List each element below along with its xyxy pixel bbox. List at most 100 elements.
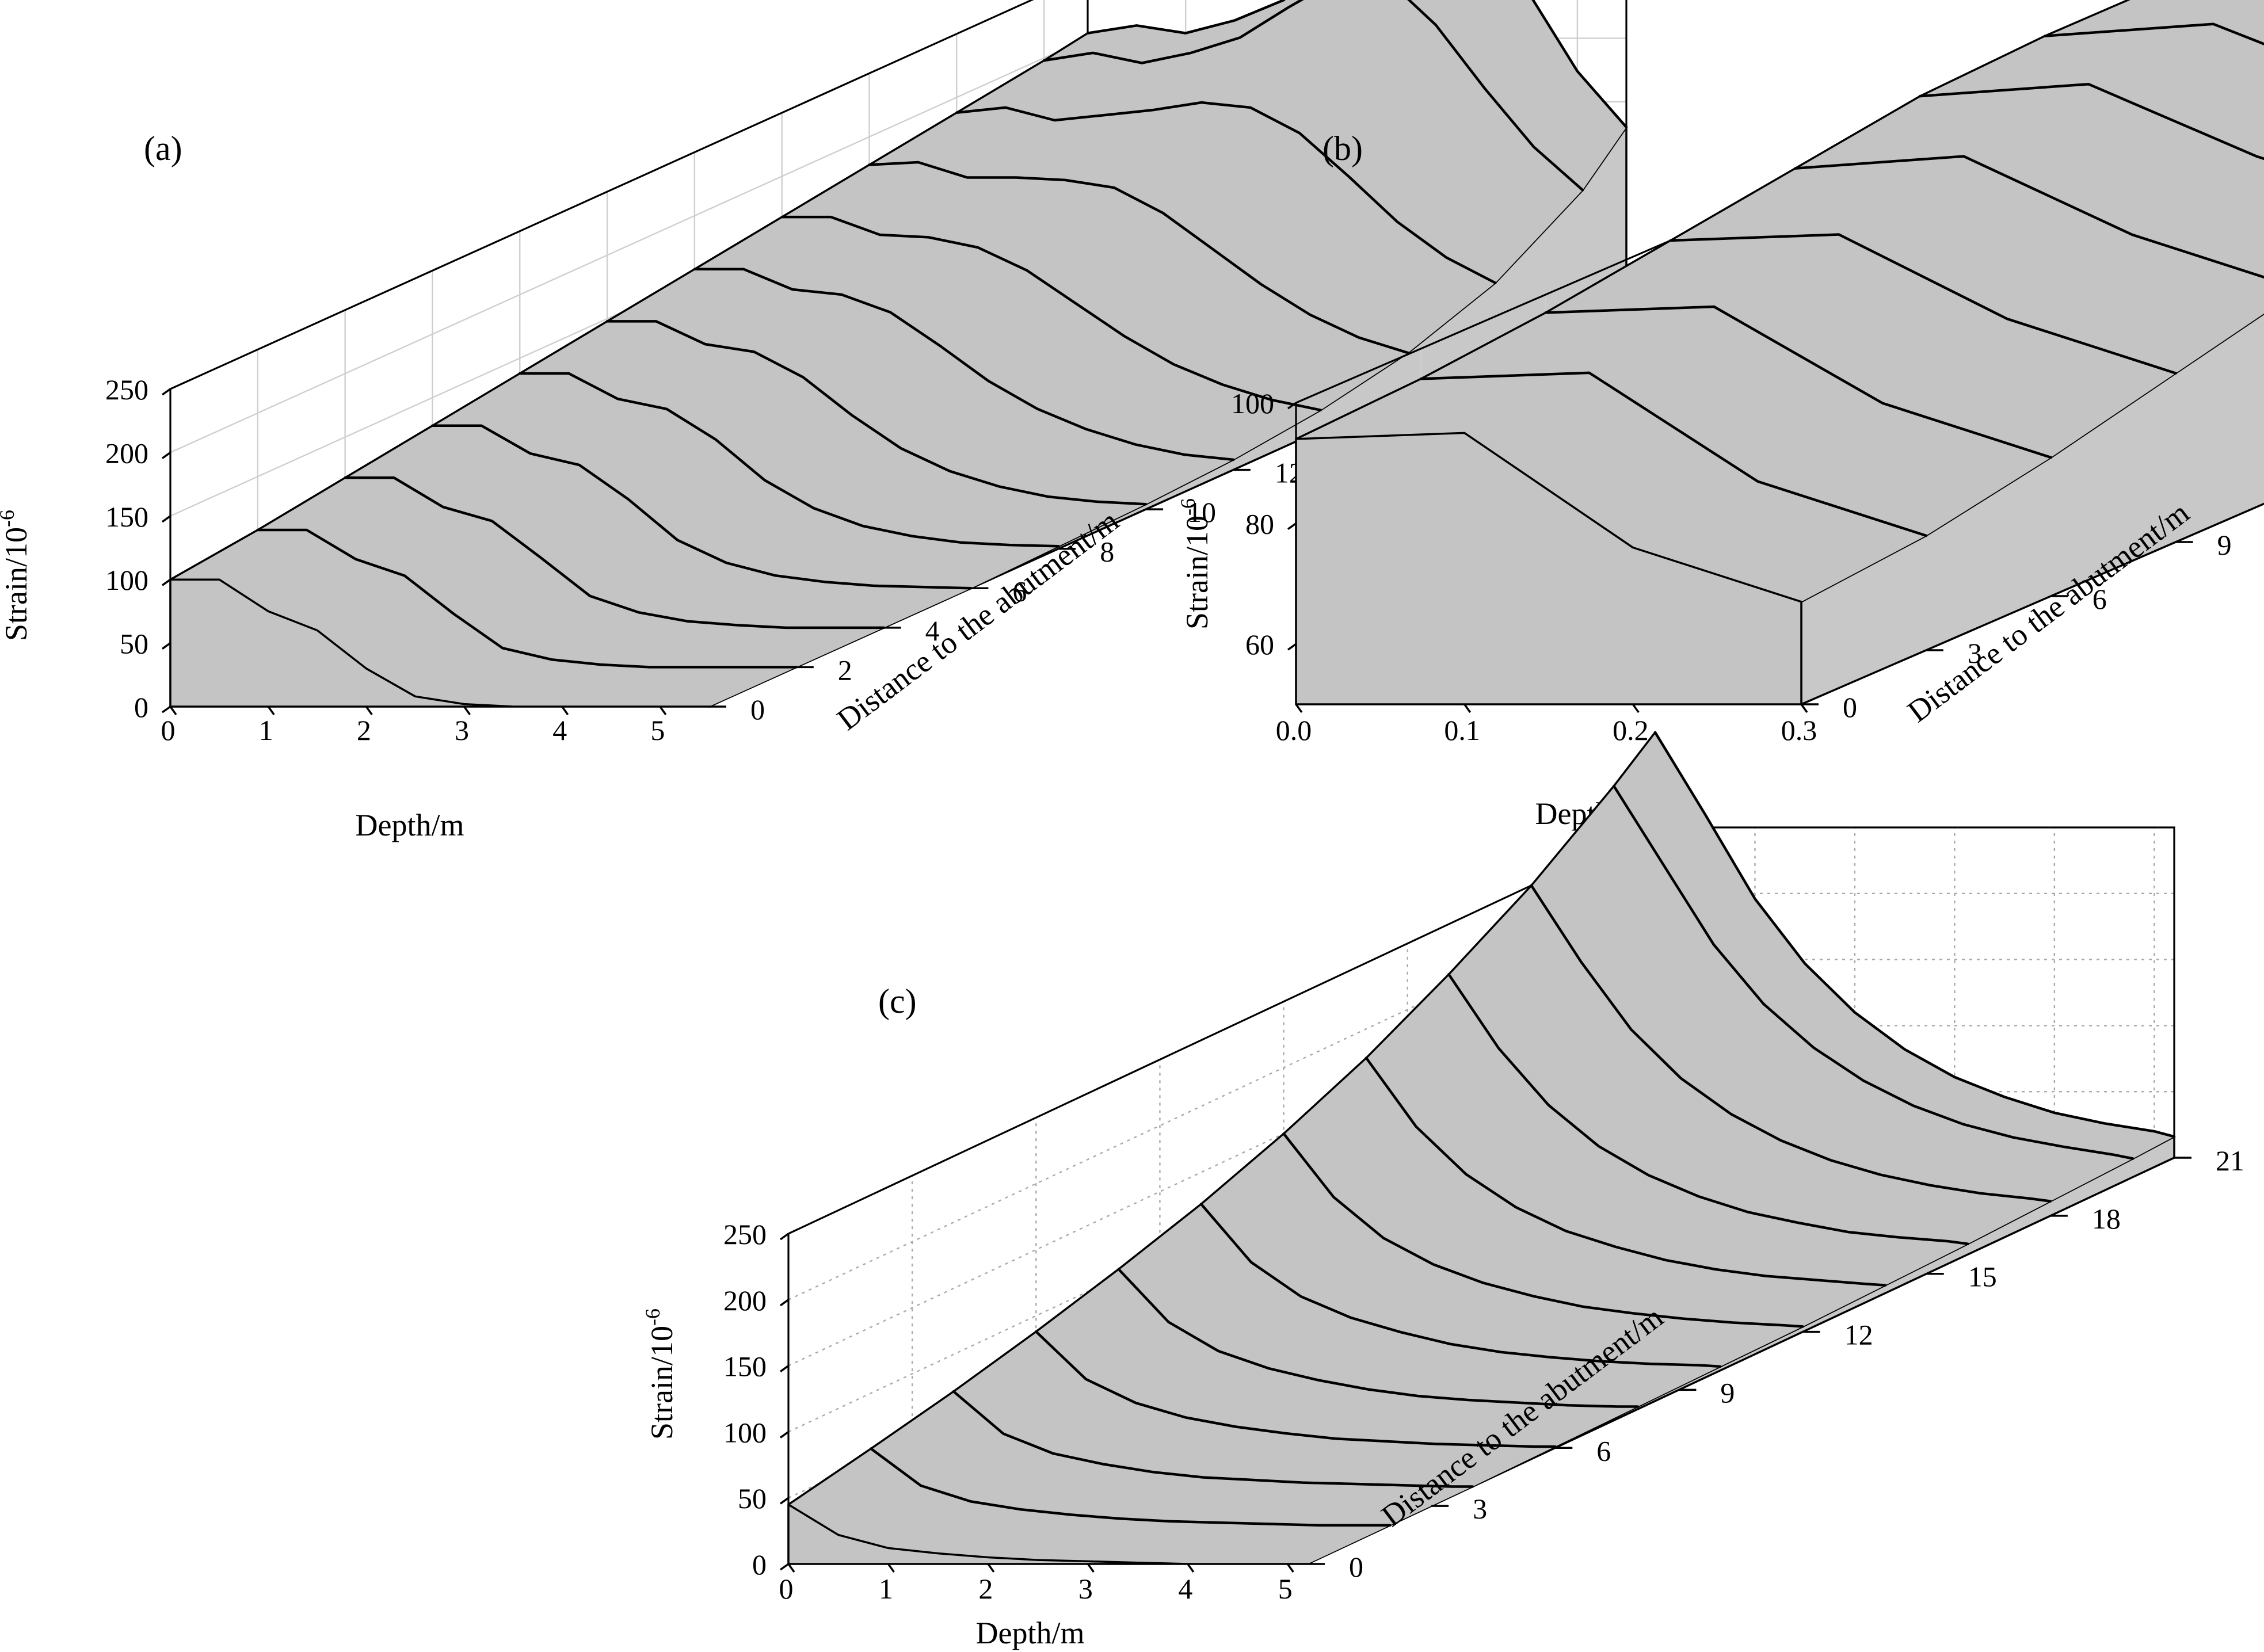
panel-c-z-tick-0	[779, 1563, 790, 1571]
panel-a-x-tick-4	[561, 705, 569, 716]
panel-c-x-tick-5	[1286, 1563, 1294, 1573]
panel-b-surface-strip-1	[1420, 307, 2051, 536]
panel-b-label: (b)	[1322, 129, 1363, 167]
panel-c-x-tick-1	[887, 1563, 895, 1573]
panel-b-y-tick-label-2: 6	[2093, 583, 2107, 615]
panel-a-x-tick-label-1: 1	[259, 714, 273, 746]
panel-a-profile-line-11	[1086, 0, 1628, 129]
panel-a-surface-strip-2	[345, 425, 971, 628]
panel-c-z-tick-label-4: 200	[723, 1284, 767, 1317]
panel-b-profile-line-4	[1794, 155, 2264, 279]
panel-c-x-tick-label-5: 5	[1278, 1573, 1293, 1605]
panel-c-left-surface-edge	[788, 731, 1656, 1506]
panel-a-surface-strip-4	[520, 321, 1146, 547]
panel-c-left-wall-h-gridline-4	[788, 892, 1656, 1300]
panel-c-z-axis-title-text: Strain/10	[645, 1326, 679, 1440]
panel-c-profile-line-9	[1530, 884, 2052, 1203]
panel-a-z-tick-label-4: 200	[105, 437, 148, 469]
panel-a-x-tick-3	[463, 705, 471, 716]
panel-b-y-tick-label-1: 3	[1968, 637, 1982, 669]
panel-c-y-tick-label-7: 21	[2216, 1144, 2244, 1177]
panel-b-profile-line-2	[1544, 305, 2052, 459]
panel-c-profile-line-5	[1199, 1203, 1722, 1368]
panel-c-x-tick-0	[787, 1563, 795, 1573]
panel-c-surface	[787, 731, 2176, 1565]
panel-a-z-axis-title: Strain/10-6	[0, 510, 33, 641]
panel-b-z-tick-0	[1287, 643, 1297, 651]
panel-b-profile-line-1	[1419, 371, 1928, 537]
panel-c-y-tick-label-5: 15	[1968, 1261, 1997, 1293]
panel-b-surface-strip-2	[1545, 234, 2176, 457]
panel-c-x-tick-label-2: 2	[978, 1573, 993, 1605]
panel-c-y-tick-label-3: 9	[1720, 1376, 1735, 1409]
panel-b-x-tick-label-0: 0.0	[1276, 714, 1312, 746]
panel-a-surface-strip-9	[956, 0, 1583, 283]
panel-a-x-tick-2	[365, 705, 373, 716]
panel-c-y-tick-label-4: 12	[1844, 1319, 1873, 1351]
panel-c-z-tick-5	[779, 1233, 790, 1241]
panel-b-x-tick-label-2: 0.2	[1613, 714, 1649, 746]
panel-a: 01234502468101214161820050100150200250 (…	[0, 0, 1653, 842]
panel-c-surface-strip-9	[1531, 786, 2133, 1201]
panel-c-y-tick-label-2: 6	[1596, 1434, 1611, 1467]
panel-a-z-tick-1	[161, 642, 171, 650]
panel-c-x-tick-label-0: 0	[779, 1573, 794, 1605]
panel-c-z-axis-title-sup: -6	[641, 1308, 664, 1326]
panel-c-x-tick-3	[1087, 1563, 1095, 1573]
panel-a-profile-line-5	[605, 320, 1148, 506]
panel-a-z-tick-3	[161, 515, 171, 523]
panel-b-z-axis-title-sup: -6	[1176, 498, 1199, 516]
panel-c-profile-line-8	[1447, 973, 1969, 1245]
panel-a-surface-strip-7	[782, 162, 1408, 410]
panel-a-surface-strip-6	[694, 217, 1321, 460]
panel-a-y-tick-label-4: 8	[1100, 536, 1114, 568]
panel-c-profile-line-3	[1035, 1330, 1557, 1448]
panel-c-surface-strip-0	[788, 1448, 1390, 1564]
panel-b-z-axis-title: Strain/10-6	[1176, 498, 1214, 629]
panel-a-x-tick-1	[267, 705, 275, 716]
panel-c-left-wall-h-gridline-2	[788, 1025, 1656, 1433]
panel-a-x-tick-label-4: 4	[552, 714, 567, 746]
panel-c-profile-line-2	[952, 1390, 1474, 1488]
panel-a-profile-line-10	[1042, 0, 1584, 192]
panel-c-x-tick-label-3: 3	[1078, 1573, 1093, 1605]
panel-c-x-axis-title: Depth/m	[976, 1616, 1085, 1650]
panel-c-surface-strip-8	[1449, 885, 2050, 1244]
panel-a-left-wall-h-gridline-4	[170, 37, 1088, 453]
panel-c-surface-strip-10	[1614, 732, 2174, 1159]
panel-a-z-tick-0	[161, 705, 171, 714]
panel-b-x-tick-label-3: 0.3	[1781, 714, 1817, 746]
panel-a-x-tick-label-0: 0	[161, 714, 176, 746]
panel-b-profile-line-5	[1919, 82, 2264, 161]
panel-a-z-axis-title-sup: -6	[0, 510, 18, 527]
panel-c-surface-strip-2	[953, 1331, 1556, 1487]
panel-b-z-axis-title-text: Strain/10	[1180, 516, 1214, 629]
panel-a-profile-line-6	[693, 268, 1235, 461]
panel-c-z-tick-4	[779, 1299, 790, 1307]
panel-a-surface-strip-5	[607, 269, 1233, 505]
panel-b-x-tick-2	[1632, 703, 1640, 714]
panel-c-profile-line-7	[1365, 1056, 1887, 1287]
panel-a-x-tick-0	[169, 705, 177, 716]
panel-b-x-tick-label-1: 0.1	[1444, 714, 1480, 746]
panel-a-surface-strip-0	[170, 530, 796, 707]
panel-a-left-surface-edge	[170, 32, 1088, 581]
panel-b-y-tick-label-3: 9	[2217, 529, 2232, 561]
panel-b-z-tick-label-2: 100	[1231, 387, 1274, 419]
panel-a-profile-line-2	[344, 476, 885, 629]
panel-c-x-tick-label-4: 4	[1178, 1573, 1192, 1605]
panel-c-z-tick-label-5: 250	[723, 1218, 767, 1250]
panel-c-surface-strip-4	[1118, 1204, 1721, 1407]
panel-a-y-tick-label-2: 4	[925, 615, 940, 647]
panel-c-y-tick-label-1: 3	[1473, 1493, 1487, 1525]
panel-a-surface-strip-10	[1044, 0, 1626, 190]
panel-c-surface-strip-6	[1283, 1058, 1885, 1327]
panel-b-z-tick-1	[1287, 522, 1297, 531]
panel-b-x-tick-0	[1295, 703, 1303, 714]
panel-a-z-tick-2	[161, 578, 171, 586]
panel-c-z-tick-3	[779, 1365, 790, 1373]
panel-c-frame-top	[788, 826, 2175, 1235]
panel-b-z-tick-label-0: 60	[1245, 628, 1274, 661]
panel-a-x-tick-label-2: 2	[357, 714, 371, 746]
panel-c-z-tick-2	[779, 1430, 790, 1439]
